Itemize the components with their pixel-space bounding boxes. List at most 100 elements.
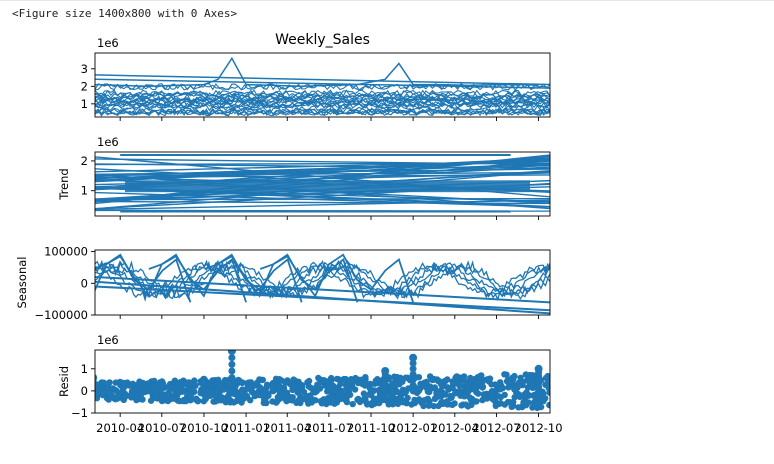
resid-point	[497, 386, 504, 393]
resid-point	[503, 371, 510, 378]
resid-point	[343, 395, 350, 403]
resid-point	[506, 399, 513, 406]
resid-point	[327, 399, 335, 406]
sales-series	[95, 108, 550, 117]
resid-point	[269, 381, 277, 389]
resid-point	[448, 394, 455, 401]
resid-point	[144, 381, 152, 389]
resid-point	[239, 386, 246, 393]
y-axis-label: Seasonal	[15, 257, 29, 309]
resid-point	[325, 383, 333, 391]
resid-point	[479, 396, 486, 404]
y-tick-label: 0	[81, 384, 88, 398]
resid-point	[320, 377, 327, 384]
resid-point	[219, 394, 226, 401]
resid-point	[99, 391, 106, 399]
resid-point	[95, 395, 101, 402]
resid-point	[221, 376, 229, 384]
resid-point	[254, 379, 261, 386]
resid-point	[462, 401, 470, 408]
y-tick-label: 100000	[44, 245, 88, 259]
y-tick-label: 3	[81, 62, 88, 76]
sales-series	[95, 108, 550, 117]
resid-point	[339, 390, 346, 397]
resid-point	[522, 402, 530, 409]
resid-point	[409, 376, 417, 384]
resid-point	[137, 391, 144, 398]
resid-point	[466, 394, 473, 401]
resid-point	[112, 379, 120, 386]
resid-point	[430, 376, 437, 383]
resid-point	[489, 396, 496, 403]
resid-point	[133, 396, 140, 404]
resid-point	[189, 379, 196, 387]
sales-series	[95, 96, 550, 105]
x-tick-label: 2011-10	[347, 421, 395, 435]
resid-point	[315, 374, 322, 382]
resid-point	[121, 383, 128, 391]
x-tick-label: 2011-07	[305, 421, 353, 435]
y-tick-label: −100000	[34, 308, 88, 322]
resid-point	[200, 378, 208, 386]
resid-point	[152, 390, 159, 397]
y-tick-label: 0	[81, 276, 88, 290]
resid-point	[497, 400, 504, 407]
resid-point	[139, 396, 146, 403]
y-axis-label: Resid	[57, 366, 71, 397]
resid-point	[457, 392, 464, 399]
resid-point	[473, 388, 480, 396]
resid-point	[542, 374, 550, 382]
resid-point	[360, 390, 368, 397]
resid-point	[263, 381, 271, 388]
resid-point	[334, 389, 341, 396]
resid-point	[515, 404, 522, 411]
resid-point	[337, 395, 344, 403]
resid-point	[305, 377, 313, 385]
resid-point	[456, 382, 463, 389]
resid-point	[220, 386, 227, 393]
trend-line	[95, 174, 550, 178]
resid-point	[228, 380, 236, 388]
resid-point	[228, 360, 236, 368]
resid-point	[310, 389, 317, 396]
y-tick-label: −1	[71, 406, 88, 420]
x-tick-label: 2012-01	[389, 421, 437, 435]
resid-point	[394, 400, 402, 407]
resid-point	[430, 402, 437, 410]
resid-point	[372, 377, 379, 384]
resid-point	[408, 401, 415, 408]
resid-point	[295, 388, 303, 395]
resid-point	[212, 382, 220, 389]
resid-point	[247, 397, 254, 404]
resid-point	[157, 381, 164, 388]
figure-size-output: <Figure size 1400x800 with 0 Axes>	[12, 7, 238, 20]
resid-point	[351, 377, 359, 384]
resid-point	[444, 376, 451, 383]
plot-area	[95, 153, 550, 213]
resid-point	[278, 377, 285, 384]
resid-point	[537, 403, 545, 411]
resid-point	[453, 373, 460, 380]
x-tick-label: 2010-07	[138, 421, 186, 435]
axes-frame	[94, 349, 551, 414]
trend-line	[95, 168, 550, 176]
resid-point	[157, 387, 164, 394]
trend-line	[95, 199, 550, 211]
resid-point	[228, 387, 236, 395]
panel-4: −1012010-042010-072010-102011-012011-042…	[57, 333, 563, 435]
resid-point	[476, 382, 484, 389]
resid-point	[385, 401, 392, 408]
resid-point	[328, 393, 335, 401]
sales-series	[95, 89, 550, 98]
plot-area	[95, 350, 550, 411]
resid-point	[281, 392, 289, 399]
axes-frame	[94, 52, 551, 118]
offset-label: 1e6	[97, 333, 119, 347]
resid-point	[423, 378, 430, 385]
resid-point	[368, 389, 375, 396]
resid-point	[381, 370, 389, 378]
resid-point	[121, 394, 128, 401]
resid-point	[409, 381, 417, 389]
panel-1: 1 2 3 1e6 Weekly_Sales	[81, 32, 551, 121]
